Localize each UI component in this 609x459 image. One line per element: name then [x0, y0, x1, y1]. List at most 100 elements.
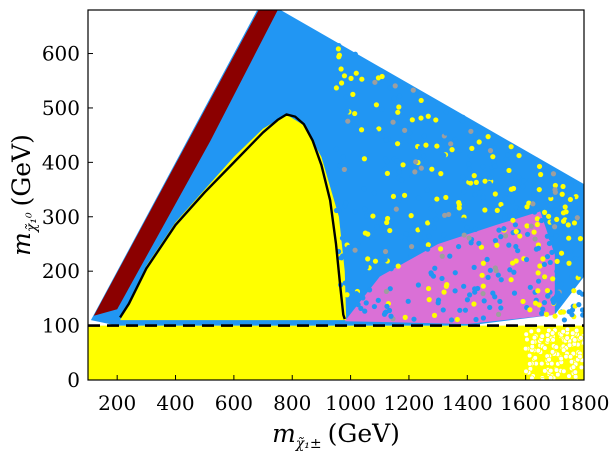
scatter-point — [487, 148, 494, 154]
scatter-point — [408, 213, 414, 219]
scatter-point — [434, 196, 440, 202]
scatter-point — [544, 287, 551, 294]
scatter-point — [477, 128, 483, 135]
scatter-point — [545, 293, 551, 299]
scatter-point — [392, 83, 398, 89]
scatter-point — [480, 194, 487, 201]
scatter-point — [466, 175, 473, 181]
scatter-point — [375, 75, 382, 81]
scatter-point — [535, 270, 541, 276]
scatter-point — [400, 162, 406, 168]
x-axis-label: mχ̃₁± (GeV) — [272, 419, 400, 452]
x-axis: 200 400 600 800 1000 1200 1400 1600 1800 — [98, 375, 609, 415]
scatter-point — [362, 206, 368, 212]
scatter-point — [492, 163, 498, 169]
scatter-point — [333, 180, 339, 187]
scatter-point — [524, 223, 530, 229]
scatter-point — [443, 130, 449, 136]
scatter-point — [461, 217, 467, 223]
scatter-point — [571, 288, 577, 294]
scatter-point — [372, 128, 378, 134]
scatter-point — [558, 250, 565, 256]
scatter-point — [577, 353, 583, 360]
scatter-point — [552, 182, 558, 189]
scatter-point — [402, 314, 408, 320]
scatter-point — [578, 364, 584, 371]
scatter-point — [571, 220, 578, 226]
scatter-point — [537, 263, 543, 269]
scatter-point — [494, 207, 500, 213]
scatter-point — [341, 166, 347, 173]
pink-triangle-region — [344, 211, 555, 324]
scatter-point — [576, 302, 582, 308]
scatter-point — [390, 119, 396, 125]
scatter-point — [401, 192, 408, 198]
scatter-point — [547, 259, 553, 266]
scatter-point — [423, 142, 429, 148]
scatter-point — [512, 222, 519, 228]
scatter-point — [363, 264, 369, 270]
scatter-point — [568, 181, 574, 188]
scatter-point — [443, 283, 449, 289]
scatter-point — [580, 312, 584, 318]
scatter-point — [480, 290, 486, 297]
scatter-point — [417, 145, 424, 151]
scatter-point — [516, 152, 522, 159]
scatter-point — [529, 339, 536, 346]
scatter-point — [421, 133, 427, 139]
scatter-point — [476, 185, 482, 191]
scatter-point — [418, 97, 424, 104]
scatter-point — [370, 213, 376, 219]
scatter-point — [534, 216, 540, 222]
scatter-point — [352, 208, 358, 215]
scatter-point — [534, 221, 540, 228]
scatter-point — [564, 326, 571, 333]
scatter-point — [534, 207, 540, 213]
x-axis-label-var: m — [272, 419, 296, 448]
scatter-point — [496, 227, 502, 233]
scatter-point — [535, 278, 542, 284]
scatter-point — [560, 347, 567, 353]
scatter-point — [438, 171, 444, 177]
scatter-point — [460, 174, 466, 180]
scatter-point — [545, 213, 552, 219]
scatter-point — [552, 189, 558, 195]
scatter-point — [498, 277, 504, 283]
scatter-point — [399, 177, 405, 183]
y-tick-label: 0 — [67, 368, 80, 392]
scatter-point — [554, 258, 560, 264]
scatter-point — [522, 345, 529, 352]
scatter-point — [348, 75, 354, 81]
scatter-point — [443, 194, 449, 201]
scatter-point — [384, 219, 390, 226]
scatter-point — [566, 373, 572, 379]
scatter-point — [488, 175, 494, 181]
scatter-point — [464, 224, 470, 231]
scatter-point — [383, 137, 389, 143]
scatter-point — [430, 273, 437, 279]
scatter-point — [363, 300, 369, 306]
scatter-point — [431, 312, 438, 318]
scatter-point — [557, 205, 563, 212]
scatter-point — [439, 275, 445, 282]
scatter-point — [490, 154, 496, 160]
scatter-point — [418, 225, 425, 231]
scatter-point — [544, 233, 550, 239]
scatter-point — [361, 156, 367, 162]
scatter-point — [418, 115, 424, 121]
y-axis: 0 100 200 300 400 500 600 — [42, 42, 93, 392]
scatter-point — [433, 216, 439, 222]
scatter-point — [468, 128, 474, 134]
scatter-point — [508, 186, 514, 192]
scatter-point — [450, 207, 457, 213]
scatter-point — [550, 337, 556, 343]
scatter-point — [563, 209, 569, 215]
scatter-point — [498, 305, 504, 311]
y-axis-label: mχ̃₁⁰ (GeV) — [7, 134, 40, 256]
scatter-point — [420, 153, 427, 159]
scatter-point — [559, 191, 565, 197]
x-tick-label: 800 — [273, 391, 311, 415]
scatter-point — [524, 336, 530, 343]
scatter-point — [515, 248, 521, 254]
scatter-point — [567, 196, 574, 203]
